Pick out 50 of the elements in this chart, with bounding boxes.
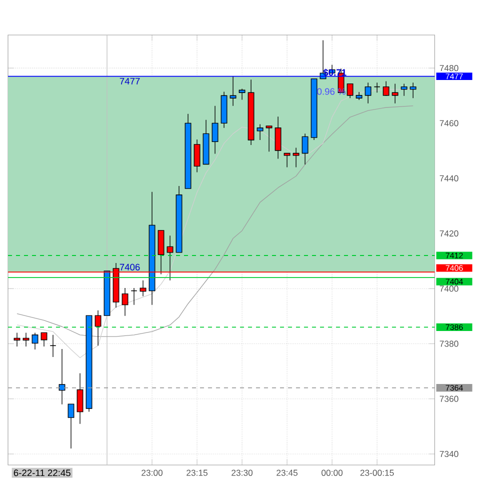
candlestick [238,88,246,100]
x-tick-label: 23:15 [186,470,208,476]
y-tick-label: 7440 [440,175,458,182]
y-tick-label: 7480 [440,65,458,72]
x-tick-label: 23:00 [142,470,163,476]
candlestick [274,116,282,160]
candlestick [212,105,218,154]
ref-line-label: 7412 [446,252,463,258]
candlestick [122,288,128,316]
candlestick [230,76,236,106]
y-tick-label: 7400 [440,286,458,292]
candlestick [140,280,146,297]
candlestick [410,82,416,98]
y-tick-label: 7340 [440,450,458,458]
text: 6-22-11 22:45 [14,470,70,476]
ref-line-label: 7364 [446,384,463,391]
ref-line-label: 7477 [446,74,463,80]
x-tick-label: 00:00 [322,470,343,476]
candlestick [292,147,300,168]
candlestick [392,83,398,104]
candlestick [256,124,264,140]
y-tick-label: 7460 [440,120,458,126]
candlestick [40,332,48,347]
x-tick-label: 23:45 [276,470,298,476]
x-tick-label: 23-00:15 [360,470,394,476]
annotation: 7477 [120,78,140,84]
candlestick [346,83,354,98]
ref-line-label: 7406 [446,265,463,271]
annotation: 7406 [120,264,140,270]
candlestick [58,348,66,405]
ref-line-label: 7404 [446,278,463,284]
candlestick [14,332,20,347]
candlestick [400,83,408,96]
y-tick-label: 7420 [440,230,458,237]
candlestick [284,152,290,168]
candlestick [302,133,308,165]
candlestick [50,334,56,358]
candlestick [22,332,30,347]
x-tick-label: 23:30 [232,470,253,476]
candlestick [76,372,84,424]
y-tick-label: 7380 [440,340,458,347]
candlestick [194,139,200,173]
candlestick [94,310,102,346]
candlestick [266,126,272,152]
ref-line-label: 7386 [446,324,463,330]
candlestick [364,82,372,104]
candlestick [382,80,390,96]
candlestick [32,332,38,350]
candlestick [68,404,74,449]
y-tick-label: 7360 [440,396,458,402]
